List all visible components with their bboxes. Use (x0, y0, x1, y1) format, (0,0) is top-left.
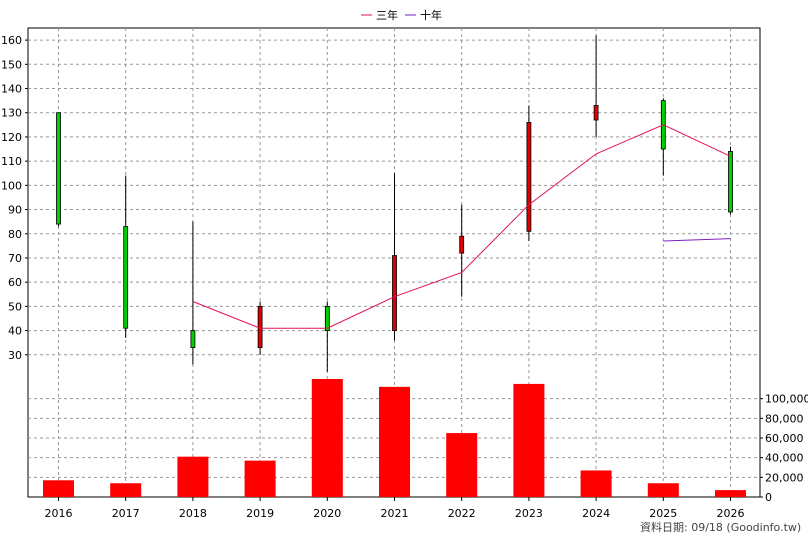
volume-tick-label: 80,000 (765, 412, 804, 425)
volume-bar (379, 386, 410, 497)
x-tick-label: 2016 (45, 507, 73, 520)
volume-axis: 0 20,000 40,000 60,000 80,000 100,000 (760, 393, 808, 504)
candle-body (56, 112, 61, 225)
x-tick-label: 2021 (381, 507, 409, 520)
volume-bar (446, 433, 478, 497)
volume-tick-label: 40,000 (765, 452, 804, 465)
candle-body (459, 235, 465, 254)
candle-body (526, 122, 532, 232)
candle-body (190, 330, 196, 348)
x-tick-label: 2025 (649, 507, 677, 520)
candle-body (593, 105, 599, 121)
x-axis: 2016 2017 2018 2019 2020 2021 2022 2023 2024 2025… (45, 497, 745, 520)
ma-three-year-line (192, 124, 731, 329)
x-tick-label: 2023 (515, 507, 543, 520)
price-tick-label: 140 (1, 83, 22, 96)
price-tick-label: 90 (8, 204, 22, 217)
candle-body (123, 226, 129, 329)
x-tick-label: 2017 (112, 507, 140, 520)
volume-tick-label: 0 (765, 491, 772, 504)
x-tick-label: 2022 (448, 507, 476, 520)
price-tick-label: 150 (1, 58, 22, 71)
candles (56, 35, 733, 372)
candle-body (392, 255, 397, 331)
volume-bar (177, 456, 209, 497)
price-tick-label: 40 (8, 325, 22, 338)
volume-bar (715, 490, 746, 497)
moving-average-lines (192, 124, 731, 329)
volume-bar (513, 383, 545, 497)
price-tick-label: 50 (8, 300, 22, 313)
price-tick-label: 130 (1, 107, 22, 120)
legend: 三年 十年 (361, 8, 442, 22)
price-tick-label: 60 (8, 276, 22, 289)
price-tick-label: 110 (1, 155, 22, 168)
volume-tick-label: 100,000 (765, 393, 808, 406)
price-tick-label: 120 (1, 131, 22, 144)
volume-bar (647, 483, 679, 497)
candle-body (728, 151, 733, 213)
price-tick-label: 80 (8, 228, 22, 241)
volume-bar (110, 483, 142, 497)
volume-bar (311, 379, 343, 497)
price-tick-label: 100 (1, 179, 22, 192)
x-tick-label: 2026 (717, 507, 745, 520)
volume-bars (43, 379, 746, 497)
price-tick-label: 160 (1, 34, 22, 47)
x-tick-label: 2020 (313, 507, 341, 520)
ma-ten-year-line (663, 238, 731, 242)
x-tick-label: 2019 (246, 507, 274, 520)
legend-label: 三年 (376, 8, 398, 22)
volume-bar (244, 460, 276, 497)
x-tick-label: 2018 (179, 507, 207, 520)
price-tick-label: 30 (8, 349, 22, 362)
candle-body (257, 305, 263, 348)
price-axis: 30 40 50 60 70 80 90 100 110 120 130 140 150 160 (1, 34, 28, 362)
legend-label: 十年 (420, 8, 442, 22)
footer-text: 資料日期: 09/18 (Goodinfo.tw) (640, 520, 801, 534)
price-tick-label: 70 (8, 252, 22, 265)
volume-bar (43, 480, 74, 497)
candle-body (324, 305, 330, 331)
volume-tick-label: 60,000 (765, 432, 804, 445)
volume-tick-label: 20,000 (765, 471, 804, 484)
volume-bar (580, 470, 612, 497)
x-tick-label: 2024 (582, 507, 610, 520)
